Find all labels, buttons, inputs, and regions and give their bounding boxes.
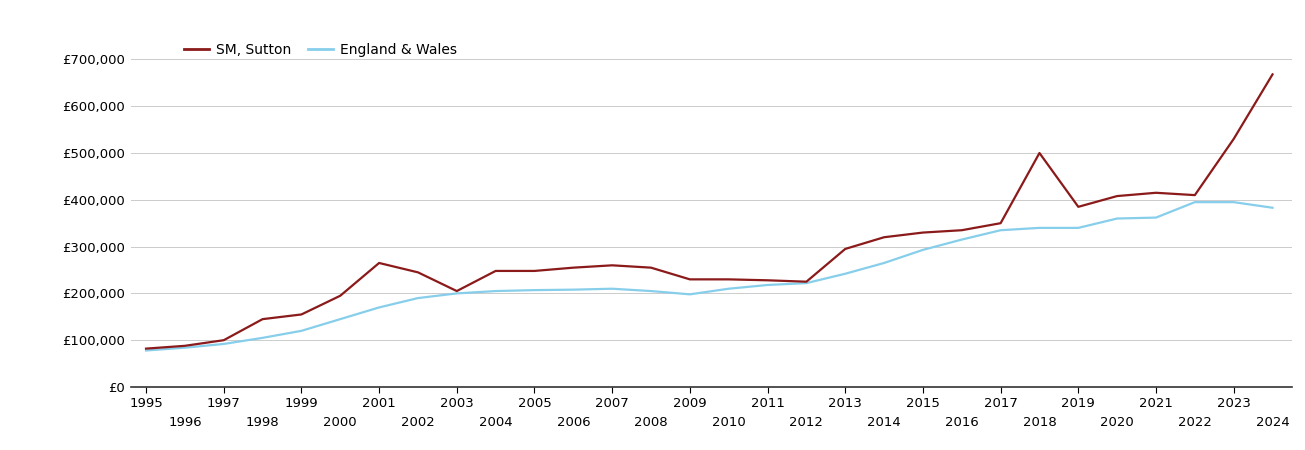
SM, Sutton <box>760 278 775 283</box>
England & Wales <box>1265 205 1280 211</box>
England & Wales <box>1225 199 1241 205</box>
SM, Sutton <box>1109 194 1125 199</box>
England & Wales <box>410 295 425 301</box>
England & Wales <box>1109 216 1125 221</box>
SM, Sutton <box>1070 204 1086 210</box>
SM, Sutton <box>954 228 970 233</box>
Line: SM, Sutton: SM, Sutton <box>146 74 1272 349</box>
England & Wales <box>254 335 270 341</box>
SM, Sutton <box>643 265 659 270</box>
SM, Sutton <box>1148 190 1164 195</box>
England & Wales <box>138 348 154 353</box>
England & Wales <box>799 280 814 286</box>
England & Wales <box>565 287 581 292</box>
SM, Sutton <box>138 346 154 351</box>
SM, Sutton <box>177 343 193 348</box>
SM, Sutton <box>527 268 543 274</box>
England & Wales <box>1032 225 1048 230</box>
SM, Sutton <box>565 265 581 270</box>
England & Wales <box>488 288 504 294</box>
SM, Sutton <box>410 270 425 275</box>
England & Wales <box>527 288 543 293</box>
SM, Sutton <box>993 220 1009 226</box>
England & Wales <box>643 288 659 294</box>
SM, Sutton <box>215 338 231 343</box>
SM, Sutton <box>720 277 736 282</box>
SM, Sutton <box>1225 136 1241 142</box>
SM, Sutton <box>372 260 388 265</box>
England & Wales <box>604 286 620 292</box>
SM, Sutton <box>294 312 309 317</box>
England & Wales <box>1188 199 1203 205</box>
SM, Sutton <box>449 288 465 294</box>
SM, Sutton <box>604 263 620 268</box>
England & Wales <box>720 286 736 292</box>
Legend: SM, Sutton, England & Wales: SM, Sutton, England & Wales <box>184 43 457 57</box>
England & Wales <box>294 328 309 333</box>
SM, Sutton <box>838 246 853 252</box>
SM, Sutton <box>1188 193 1203 198</box>
SM, Sutton <box>1032 150 1048 156</box>
England & Wales <box>760 282 775 288</box>
SM, Sutton <box>1265 72 1280 77</box>
SM, Sutton <box>488 268 504 274</box>
SM, Sutton <box>683 277 698 282</box>
England & Wales <box>838 271 853 276</box>
England & Wales <box>372 305 388 310</box>
England & Wales <box>1070 225 1086 230</box>
England & Wales <box>177 345 193 351</box>
England & Wales <box>954 237 970 242</box>
Line: England & Wales: England & Wales <box>146 202 1272 351</box>
England & Wales <box>449 291 465 296</box>
England & Wales <box>215 341 231 346</box>
SM, Sutton <box>799 279 814 284</box>
SM, Sutton <box>876 234 891 240</box>
England & Wales <box>683 292 698 297</box>
SM, Sutton <box>333 293 348 298</box>
England & Wales <box>876 260 891 265</box>
England & Wales <box>993 228 1009 233</box>
SM, Sutton <box>254 316 270 322</box>
England & Wales <box>333 316 348 322</box>
England & Wales <box>915 247 930 252</box>
SM, Sutton <box>915 230 930 235</box>
England & Wales <box>1148 215 1164 220</box>
